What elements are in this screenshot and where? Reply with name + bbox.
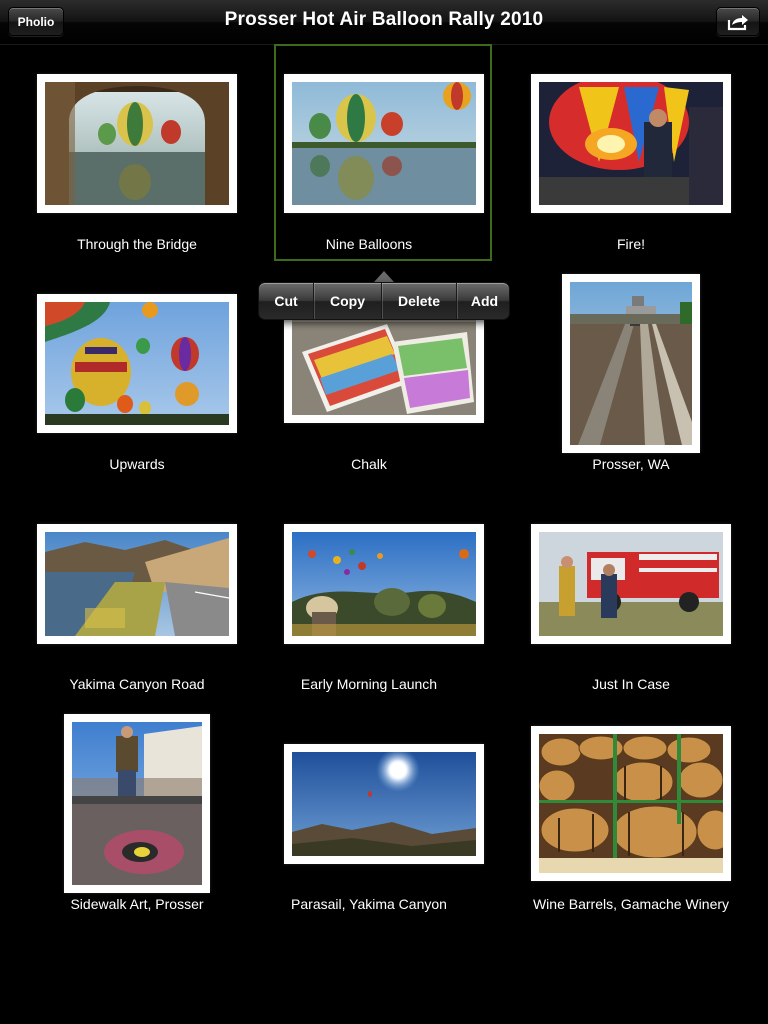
photo-cell-upwards[interactable]: Upwards <box>14 264 260 482</box>
photo-cell-fire[interactable]: Fire! <box>508 44 754 262</box>
photo-cell-prosser-wa[interactable]: Prosser, WA <box>508 264 754 482</box>
photo-caption: Through the Bridge <box>77 236 197 252</box>
context-menu: Cut Copy Delete Add <box>258 282 510 320</box>
photo-cell-yakima-canyon-road[interactable]: Yakima Canyon Road <box>14 484 260 702</box>
photo-thumbnail[interactable] <box>284 744 484 864</box>
photo-thumbnail[interactable] <box>37 294 237 433</box>
photo-caption: Prosser, WA <box>592 456 670 472</box>
photo-thumbnail[interactable] <box>562 274 700 453</box>
share-button[interactable] <box>716 7 760 36</box>
album-title: Prosser Hot Air Balloon Rally 2010 <box>224 9 544 30</box>
photo-caption: Early Morning Launch <box>300 676 438 692</box>
navigation-bar: Pholio Prosser Hot Air Balloon Rally 201… <box>0 0 768 45</box>
photo-cell-nine-balloons[interactable]: Nine Balloons <box>246 44 492 262</box>
photo-caption: Chalk <box>351 456 387 472</box>
photo-cell-just-in-case[interactable]: Just In Case <box>508 484 754 702</box>
photo-cell-wine-barrels[interactable]: Wine Barrels, Gamache Winery <box>508 704 754 922</box>
photo-caption: Just In Case <box>592 676 670 692</box>
photo-thumbnail[interactable] <box>64 714 210 893</box>
delete-menu-item[interactable]: Delete <box>382 283 457 319</box>
photo-caption: Wine Barrels, Gamache Winery <box>532 896 730 912</box>
photo-thumbnail[interactable] <box>531 524 731 644</box>
photo-caption: Upwards <box>109 456 165 472</box>
context-menu-arrow <box>374 271 394 282</box>
photo-caption: Yakima Canyon Road <box>69 676 205 692</box>
photo-thumbnail[interactable] <box>284 74 484 213</box>
photo-cell-through-the-bridge[interactable]: Through the Bridge <box>14 44 260 262</box>
photo-caption: Parasail, Yakima Canyon <box>291 896 447 912</box>
photo-thumbnail[interactable] <box>284 524 484 644</box>
photo-cell-early-morning-launch[interactable]: Early Morning Launch <box>246 484 492 702</box>
copy-menu-item[interactable]: Copy <box>314 283 382 319</box>
photo-thumbnail[interactable] <box>531 726 731 881</box>
photo-cell-parasail-yakima-canyon[interactable]: Parasail, Yakima Canyon <box>246 704 492 922</box>
cut-menu-item[interactable]: Cut <box>259 283 314 319</box>
share-arrow-icon <box>727 14 748 30</box>
photo-caption: Fire! <box>617 236 645 252</box>
photo-thumbnail[interactable] <box>37 74 237 213</box>
photo-thumbnail[interactable] <box>37 524 237 644</box>
photo-thumbnail[interactable] <box>531 74 731 213</box>
photo-caption: Nine Balloons <box>325 236 413 252</box>
photo-caption: Sidewalk Art, Prosser <box>70 896 204 912</box>
back-button-label: Pholio <box>17 14 55 29</box>
add-menu-item[interactable]: Add <box>470 293 499 309</box>
photo-cell-sidewalk-art-prosser[interactable]: Sidewalk Art, Prosser <box>14 704 260 922</box>
back-button[interactable]: Pholio <box>8 7 64 36</box>
